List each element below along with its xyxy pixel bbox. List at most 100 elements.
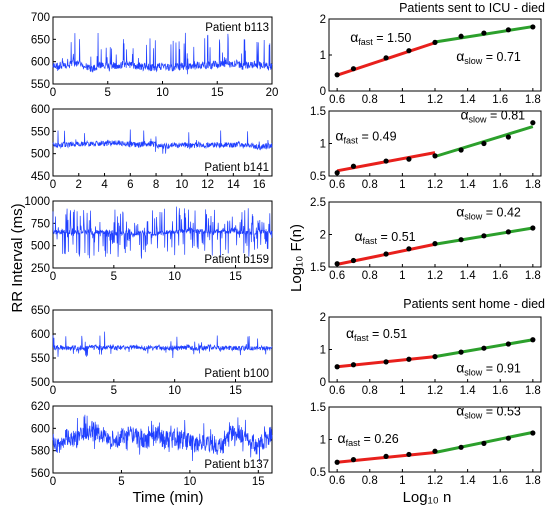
x-tick-label: 1.8 xyxy=(525,475,541,487)
x-tick-label: 1 xyxy=(399,475,405,487)
x-tick-label: 15 xyxy=(229,271,242,283)
y-tick-label: 0 xyxy=(320,377,326,389)
data-point xyxy=(505,341,511,347)
y-tick-label: 700 xyxy=(31,12,50,24)
data-point xyxy=(505,27,511,33)
x-tick-label: 16 xyxy=(253,179,266,191)
x-tick-label: 0.6 xyxy=(329,270,345,282)
x-tick-label: 1 xyxy=(399,270,405,282)
x-tick-label: 1 xyxy=(399,94,405,106)
x-tick-label: 1.4 xyxy=(460,475,477,487)
x-tick-label: 1.4 xyxy=(460,270,477,282)
x-tick-label: 1.8 xyxy=(525,94,541,106)
data-point xyxy=(481,30,487,36)
x-tick-label: 1.4 xyxy=(460,179,477,191)
data-point xyxy=(432,354,438,360)
y-tick-label: 1.5 xyxy=(310,262,326,274)
data-point xyxy=(530,430,536,436)
data-point xyxy=(350,66,357,72)
x-tick-label: 0.6 xyxy=(329,475,345,487)
y-tick-label: 2 xyxy=(320,230,326,242)
data-point xyxy=(458,237,464,243)
alpha-fast-label: αfast = 0.51 xyxy=(346,325,407,343)
y-tick-label: 600 xyxy=(31,104,50,116)
patient-label: Patient b113 xyxy=(205,22,269,34)
data-point xyxy=(458,444,464,450)
panel-rr-4: 0 5 10 15 560 580 600 620 Patient b137 xyxy=(31,401,273,488)
y-tick-label: 450 xyxy=(31,171,50,183)
panel-dfa-3: 0.6 0.8 1 1.2 1.4 1.6 1.8 0 1 2 αfast = 0.51 αslow … xyxy=(320,312,542,397)
y-tick-label: 650 xyxy=(31,34,50,46)
data-point xyxy=(350,163,357,169)
data-point xyxy=(432,241,438,247)
y-tick-label: 500 xyxy=(31,149,50,161)
data-point xyxy=(383,158,389,164)
x-tick-label: 0.6 xyxy=(329,179,345,191)
y-tick-label: 550 xyxy=(31,353,50,365)
x-tick-label: 1.8 xyxy=(525,385,541,397)
x-tick-label: 0 xyxy=(50,271,56,283)
data-point xyxy=(406,451,412,458)
x-tick-label: 2 xyxy=(76,179,82,191)
y-tick-label: 550 xyxy=(31,79,50,91)
alpha-slow-label: αslow = 0.53 xyxy=(456,402,521,420)
x-tick-label: 1.6 xyxy=(492,270,508,282)
x-tick-label: 0.6 xyxy=(329,94,345,106)
data-point xyxy=(383,453,389,459)
x-tick-label: 4 xyxy=(101,179,108,191)
data-point xyxy=(481,140,487,147)
data-point xyxy=(350,257,357,264)
x-tick-label: 0 xyxy=(50,87,56,99)
panel-dfa-1: 0.6 0.8 1 1.2 1.4 1.6 1.8 0.5 1 1.5 αfast = 0.49 αs… xyxy=(310,106,542,191)
x-tick-label: 0 xyxy=(50,179,56,191)
panel-rr-2: 0 5 10 15 250 500 750 1000 Patient b159 xyxy=(24,196,273,283)
x-tick-label: 10 xyxy=(168,271,181,283)
data-point xyxy=(350,362,357,368)
data-point xyxy=(350,457,357,463)
rr-trace xyxy=(52,331,273,359)
y-tick-label: 580 xyxy=(31,446,50,458)
x-tick-label: 1.8 xyxy=(525,179,541,191)
data-point xyxy=(481,345,487,351)
patient-label: Patient b141 xyxy=(204,162,269,174)
x-tick-label: 1.2 xyxy=(427,385,443,397)
data-point xyxy=(383,55,389,61)
y-tick-label: 600 xyxy=(31,329,50,341)
data-point xyxy=(505,435,511,441)
x-tick-label: 0.8 xyxy=(362,94,378,106)
x-tick-label: 1.4 xyxy=(460,94,477,106)
y-tick-label: 1 xyxy=(320,435,326,447)
data-point xyxy=(432,153,438,159)
x-tick-label: 5 xyxy=(105,87,111,99)
group-home-title: Patients sent home - died xyxy=(403,297,545,311)
alpha-slow-label: αslow = 0.91 xyxy=(456,359,521,377)
alpha-fast-label: αfast = 0.51 xyxy=(354,228,415,246)
x-tick-label: 5 xyxy=(111,271,117,283)
patient-label: Patient b159 xyxy=(204,254,269,266)
right-x-axis-label: Log₁₀ n xyxy=(403,489,452,506)
x-tick-label: 0 xyxy=(50,476,56,488)
x-tick-label: 1.4 xyxy=(460,385,477,397)
y-tick-label: 0.5 xyxy=(310,467,326,479)
rr-trace xyxy=(52,414,273,462)
x-tick-label: 1 xyxy=(399,385,405,397)
x-tick-label: 0.8 xyxy=(362,475,378,487)
y-tick-label: 600 xyxy=(31,57,50,69)
alpha-fast-label: αfast = 1.50 xyxy=(350,29,411,47)
x-tick-label: 1.6 xyxy=(492,179,508,191)
data-point xyxy=(406,246,412,252)
y-tick-label: 2 xyxy=(320,14,326,26)
y-tick-label: 500 xyxy=(31,377,50,389)
x-tick-label: 0.8 xyxy=(362,385,378,397)
data-point xyxy=(383,251,389,257)
group-icu-title: Patients sent to ICU - died xyxy=(399,1,545,15)
alpha-slow-label: αslow = 0.71 xyxy=(456,48,521,66)
y-tick-label: 500 xyxy=(31,241,50,253)
data-point xyxy=(334,364,340,370)
y-tick-label: 1 xyxy=(320,139,326,151)
patient-label: Patient b137 xyxy=(204,459,269,471)
data-point xyxy=(505,134,511,140)
x-tick-label: 6 xyxy=(127,179,133,191)
data-point xyxy=(406,356,412,362)
